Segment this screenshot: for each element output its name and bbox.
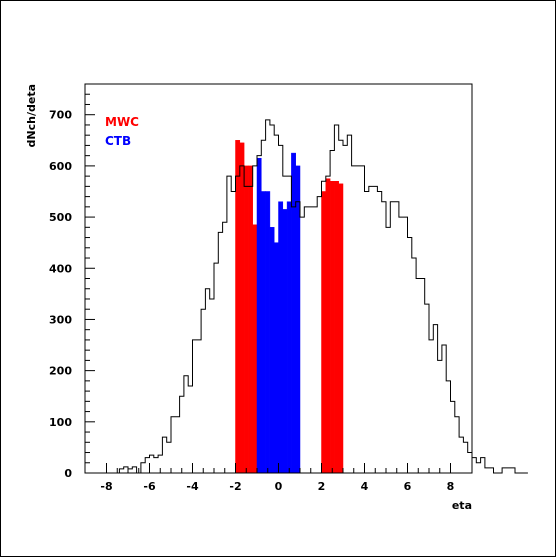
- y-ticks: 0 100 200 300 400 500 600 700: [49, 83, 95, 480]
- bar-ctb-6: [282, 209, 288, 474]
- legend-label-ctb: CTB: [105, 134, 131, 148]
- bar-mwc-23: [334, 181, 339, 474]
- bar-mwc-22: [329, 181, 335, 474]
- y-tick-label: 700: [49, 109, 72, 122]
- bar-mwc-3: [248, 165, 253, 474]
- x-tick-label: 0: [275, 480, 283, 493]
- x-tick-label: -6: [143, 480, 156, 493]
- bar-mwc-24: [338, 183, 344, 474]
- y-tick-label: 200: [49, 365, 72, 378]
- outline-layer: [106, 119, 528, 474]
- y-tick-label: 400: [49, 262, 72, 275]
- bar-mwc-4: [252, 224, 258, 474]
- x-tick-label: -4: [186, 480, 199, 493]
- x-ticks: -8 -6 -4 -2 0 2 4 6 8: [100, 463, 454, 493]
- x-tick-label: 2: [318, 480, 326, 493]
- legend-label-mwc: MWC: [105, 115, 139, 129]
- y-tick-label: 600: [49, 160, 72, 173]
- x-tick-label: 4: [361, 480, 369, 493]
- bar-mwc-21: [325, 178, 331, 474]
- y-axis-label: dNch/deta: [25, 84, 38, 147]
- bar-mwc-20: [321, 191, 327, 474]
- x-axis-label: eta: [452, 499, 472, 512]
- bars-layer: [235, 140, 344, 474]
- x-tick-label: 8: [447, 480, 455, 493]
- y-tick-label: 500: [49, 211, 72, 224]
- bar-mwc-1: [239, 142, 245, 474]
- bar-ctb-8: [291, 152, 296, 474]
- bar-ctb-4: [273, 242, 279, 474]
- y-tick-label: 300: [49, 313, 72, 326]
- bar-mwc-2: [243, 165, 249, 474]
- bar-ctb-7: [286, 201, 292, 474]
- x-tick-label: -2: [229, 480, 241, 493]
- bar-ctb-2: [265, 191, 271, 474]
- histogram-outline-step: [106, 119, 528, 474]
- x-tick-label: -8: [100, 480, 112, 493]
- bar-ctb-1: [261, 191, 266, 474]
- x-tick-label: 6: [404, 480, 412, 493]
- y-tick-label: 0: [64, 467, 72, 480]
- bar-ctb-5: [278, 201, 284, 474]
- bar-mwc-0: [235, 140, 241, 474]
- y-tick-label: 100: [49, 416, 72, 429]
- bar-ctb-3: [269, 227, 275, 474]
- bar-ctb-9: [295, 165, 301, 474]
- bar-ctb-0: [256, 157, 262, 474]
